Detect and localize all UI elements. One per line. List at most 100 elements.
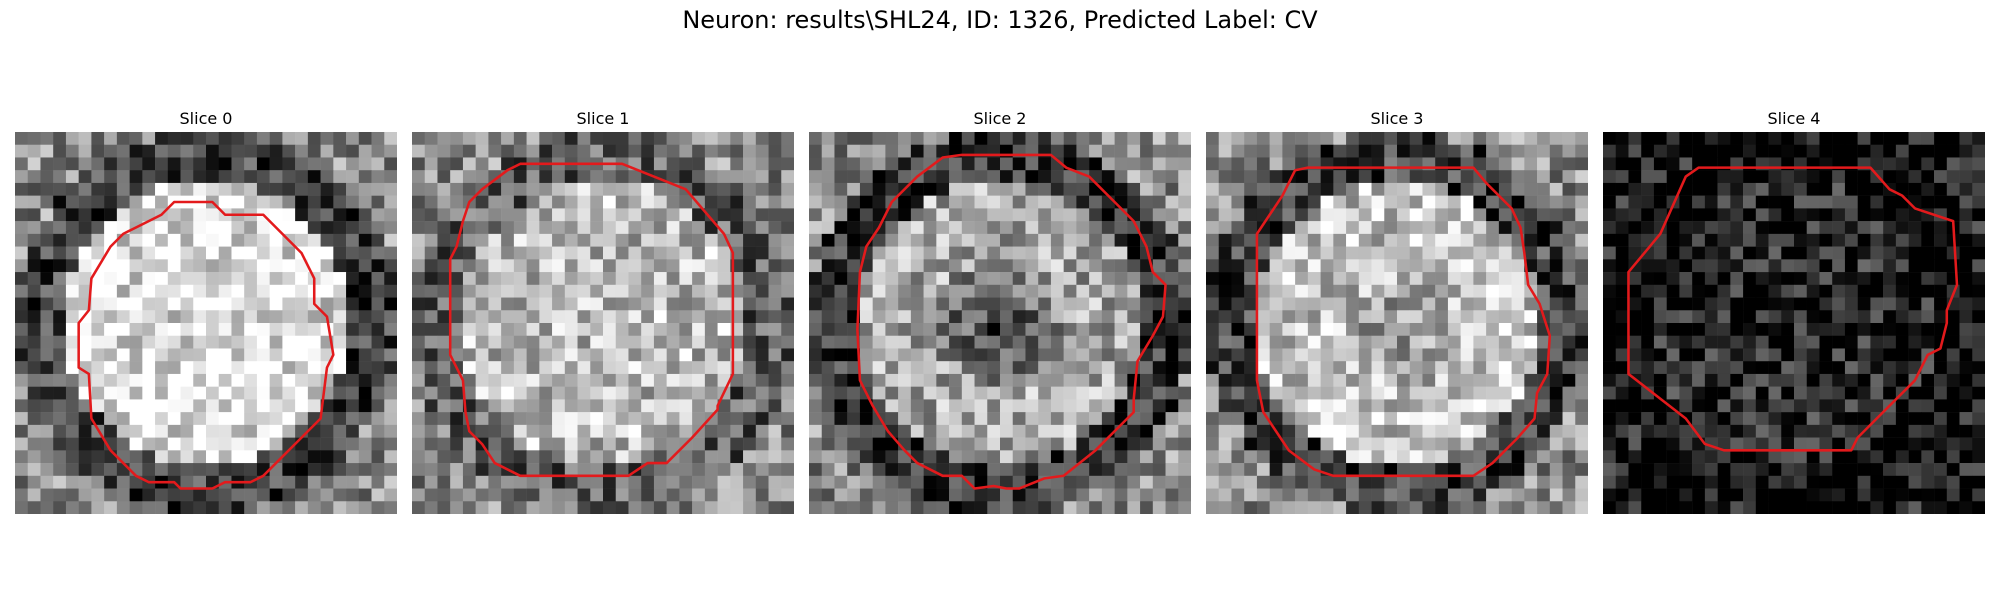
pixel-cell xyxy=(1819,144,1833,158)
pixel-cell xyxy=(333,208,347,222)
pixel-cell xyxy=(167,284,181,298)
pixel-cell xyxy=(1397,437,1410,451)
pixel-cell xyxy=(577,195,591,209)
pixel-cell xyxy=(1140,323,1154,336)
pixel-cell xyxy=(1819,450,1833,464)
pixel-cell xyxy=(1307,361,1321,375)
pixel-cell xyxy=(949,246,963,260)
pixel-cell xyxy=(1666,144,1680,158)
pixel-cell xyxy=(717,208,731,222)
pixel-cell xyxy=(526,297,540,311)
pixel-cell xyxy=(1870,373,1884,387)
pixel-cell xyxy=(129,310,143,324)
pixel-cell xyxy=(1615,373,1629,387)
pixel-cell xyxy=(1460,361,1474,375)
pixel-cell xyxy=(1832,195,1846,209)
pixel-cell xyxy=(1628,310,1642,324)
pixel-cell xyxy=(462,182,476,196)
pixel-cell xyxy=(1895,323,1909,336)
pixel-cell xyxy=(1038,373,1052,387)
pixel-cell xyxy=(1295,221,1309,235)
pixel-cell xyxy=(1498,157,1512,171)
pixel-cell xyxy=(193,132,207,145)
pixel-cell xyxy=(1755,272,1769,286)
pixel-cell xyxy=(1333,361,1347,375)
pixel-cell xyxy=(1269,437,1283,451)
pixel-cell xyxy=(450,488,464,502)
pixel-cell xyxy=(961,284,975,298)
pixel-cell xyxy=(1320,335,1334,349)
pixel-cell xyxy=(129,386,143,400)
pixel-cell xyxy=(628,182,642,196)
pixel-cell xyxy=(1895,272,1909,286)
pixel-cell xyxy=(1524,310,1538,324)
pixel-cell xyxy=(424,386,438,400)
pixel-cell xyxy=(1140,488,1154,502)
slice-title: Slice 4 xyxy=(1767,109,1821,128)
pixel-cell xyxy=(809,399,822,413)
pixel-cell xyxy=(526,463,540,477)
pixel-cell xyxy=(180,488,194,502)
pixel-cell xyxy=(898,157,912,171)
pixel-cell xyxy=(1959,450,1973,464)
pixel-cell xyxy=(1666,501,1680,514)
pixel-cell xyxy=(129,475,143,489)
pixel-cell xyxy=(1409,361,1423,375)
pixel-cell xyxy=(847,463,861,477)
pixel-cell xyxy=(155,182,169,196)
pixel-cell xyxy=(1244,323,1258,336)
pixel-cell xyxy=(282,323,296,336)
pixel-cell xyxy=(65,399,79,413)
pixel-cell xyxy=(1269,182,1283,196)
pixel-cell xyxy=(1704,132,1718,145)
pixel-cell xyxy=(371,221,385,235)
pixel-cell xyxy=(859,361,873,375)
pixel-cell xyxy=(1358,335,1372,349)
slice-panel-4: Slice 4 xyxy=(1603,106,1985,514)
pixel-cell xyxy=(155,233,169,247)
pixel-cell xyxy=(1768,195,1782,209)
pixel-cell xyxy=(1857,221,1871,235)
pixel-cell xyxy=(1140,272,1154,286)
pixel-cell xyxy=(1346,424,1360,438)
pixel-cell xyxy=(923,450,937,464)
pixel-cell xyxy=(155,399,169,413)
pixel-cell xyxy=(206,488,219,502)
pixel-cell xyxy=(218,424,232,438)
pixel-cell xyxy=(1152,412,1166,426)
pixel-cell xyxy=(412,195,425,209)
pixel-cell xyxy=(821,323,835,336)
pixel-cell xyxy=(781,182,794,196)
pixel-cell xyxy=(590,310,604,324)
pixel-cell xyxy=(1781,335,1795,349)
pixel-cell xyxy=(1089,246,1103,260)
pixel-cell xyxy=(526,195,540,209)
pixel-cell xyxy=(768,221,782,235)
pixel-cell xyxy=(1603,144,1616,158)
pixel-cell xyxy=(730,170,744,184)
pixel-cell xyxy=(1641,361,1655,375)
pixel-cell xyxy=(1460,170,1474,184)
pixel-cell xyxy=(1755,195,1769,209)
pixel-cell xyxy=(1806,501,1820,514)
pixel-cell xyxy=(526,348,540,362)
pixel-cell xyxy=(371,157,385,171)
pixel-cell xyxy=(1063,335,1077,349)
pixel-cell xyxy=(1934,246,1948,260)
pixel-cell xyxy=(1358,233,1372,247)
pixel-cell xyxy=(1641,208,1655,222)
pixel-cell xyxy=(1101,259,1115,273)
pixel-cell xyxy=(1921,335,1935,349)
pixel-cell xyxy=(910,463,924,477)
pixel-cell xyxy=(1806,488,1820,502)
pixel-cell xyxy=(358,233,372,247)
pixel-cell xyxy=(1358,221,1372,235)
pixel-cell xyxy=(1895,246,1909,260)
pixel-cell xyxy=(679,297,693,311)
pixel-cell xyxy=(1562,501,1576,514)
pixel-cell xyxy=(809,373,822,387)
pixel-cell xyxy=(1730,488,1744,502)
pixel-cell xyxy=(218,437,232,451)
pixel-cell xyxy=(91,208,105,222)
pixel-cell xyxy=(358,170,372,184)
